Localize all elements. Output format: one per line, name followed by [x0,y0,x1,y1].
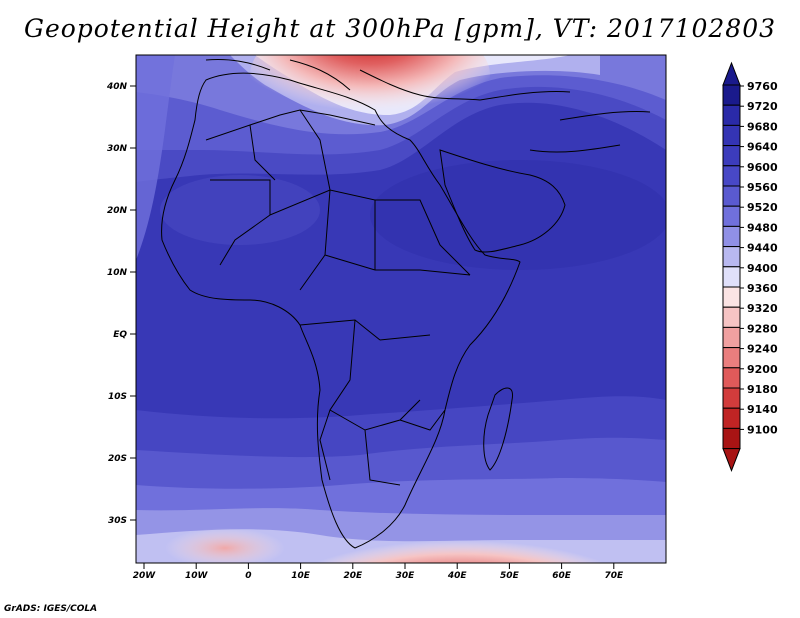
lat-tick-label: 40N [106,82,128,92]
colorbar-top-arrow [722,61,741,86]
colorbar-label: 9440 [747,242,778,255]
colorbar-swatch [722,266,741,288]
colorbar-swatch [722,347,741,369]
colorbar-label: 9280 [747,322,778,335]
lon-tick-label: 30E [396,571,416,581]
colorbar-label: 9240 [747,343,778,356]
colorbar-swatch [722,185,741,207]
colorbar-swatch [722,387,741,409]
map-title: Geopotential Height at 300hPa [gpm], VT:… [23,14,777,43]
colorbar-label: 9400 [747,262,778,275]
lat-tick-label: 30S [108,516,127,526]
colorbar-label: 9140 [747,403,778,416]
lat-tick-label: 20S [108,454,127,464]
lon-tick-label: 10W [185,571,209,581]
longitude-axis: 20W 10W 0 10E 20E 30E 40E 50E 60E 70E [133,563,624,581]
colorbar-swatch [722,306,741,328]
colorbar-swatch [722,205,741,227]
colorbar-label: 9200 [747,363,778,376]
colorbar-label: 9360 [747,282,778,295]
colorbar-label: 9720 [747,100,778,113]
colorbar-swatch [722,246,741,268]
latitude-axis: 40N 30N 20N 10N EQ 10S 20S 30S [106,82,136,526]
lon-tick-label: 0 [245,571,251,581]
lon-tick-label: 70E [604,571,624,581]
credit-text: GrADS: IGES/COLA [4,604,98,614]
lon-tick-label: 60E [552,571,572,581]
lon-tick-label: 20W [133,571,157,581]
lon-tick-label: 20E [343,571,363,581]
lat-tick-label: 10N [107,268,128,278]
lat-tick-label: EQ [113,330,127,340]
colorbar-label: 9600 [747,161,778,174]
colorbar-swatch [722,427,741,450]
lat-tick-label: 10S [108,392,127,402]
colorbar-label: 9480 [747,221,778,234]
colorbar-label: 9640 [747,141,778,154]
height-field [136,55,666,563]
colorbar-label: 9560 [747,181,778,194]
colorbar-label: 9680 [747,120,778,133]
colorbar-label: 9520 [747,201,778,214]
colorbar-label: 9180 [747,383,778,396]
colorbar-swatch [722,407,741,429]
colorbar-swatch [722,326,741,349]
colorbar-swatch [722,165,741,187]
lon-tick-label: 50E [500,571,520,581]
coastlines [161,59,651,549]
colorbar-swatch [722,367,741,389]
colorbar-label: 9320 [747,302,778,315]
lat-tick-label: 30N [107,144,128,154]
colorbar-swatch [722,104,741,126]
colorbar-label: 9100 [747,423,778,436]
colorbar-swatch [722,124,741,147]
lat-tick-label: 20N [107,206,128,216]
colorbar-swatch [722,145,741,167]
lon-tick-label: 10E [291,571,311,581]
lon-tick-label: 40E [447,571,468,581]
plot-frame [135,54,667,564]
colorbar-bottom-arrow [722,448,741,472]
colorbar-swatch [722,286,741,308]
colorbar-swatch [722,225,741,248]
colorbar-label: 9760 [747,80,778,93]
colorbar-swatch [722,84,741,106]
